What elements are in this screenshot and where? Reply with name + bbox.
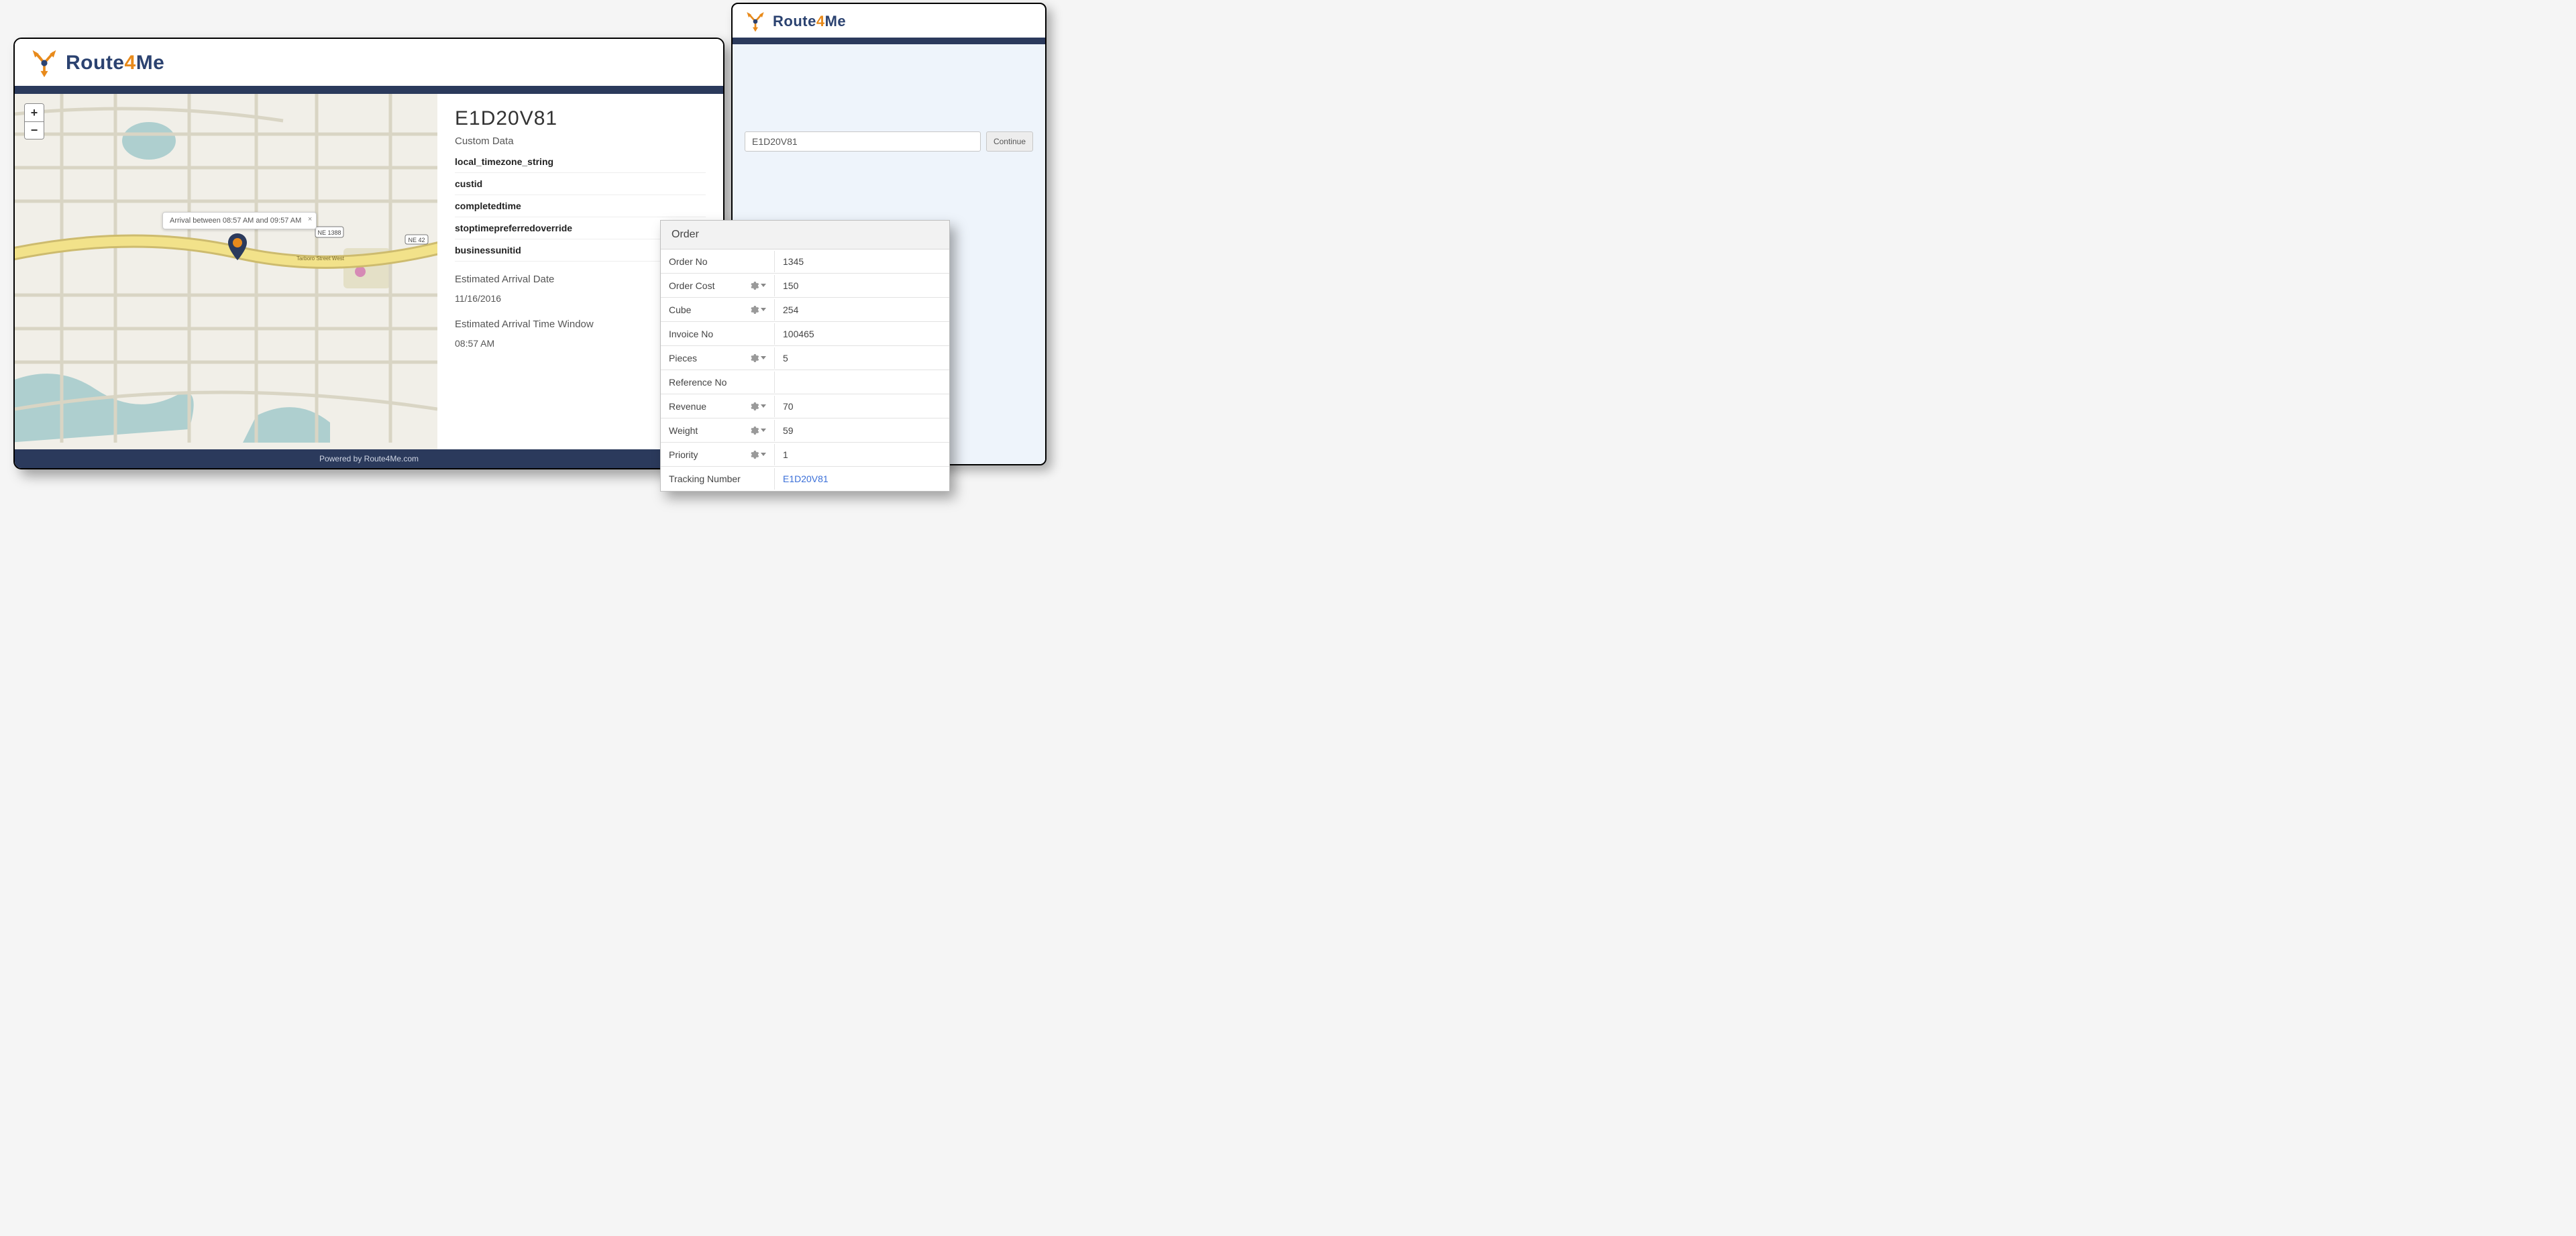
order-panel: Order Order No1345Order Cost150Cube254In…: [660, 220, 950, 492]
order-field-label: Order Cost: [661, 275, 775, 296]
order-row: Revenue70: [661, 394, 949, 418]
chevron-down-icon: [761, 356, 766, 359]
header-divider: [15, 86, 723, 94]
gear-icon[interactable]: [749, 425, 759, 436]
gear-dropdown[interactable]: [749, 280, 766, 291]
svg-text:NE 42: NE 42: [408, 237, 425, 243]
order-field-value: 70: [775, 396, 949, 417]
arrival-tooltip: Arrival between 08:57 AM and 09:57 AM ×: [162, 212, 317, 229]
tooltip-close-icon[interactable]: ×: [308, 215, 312, 223]
order-field-value: 5: [775, 347, 949, 369]
order-field-value: 150: [775, 275, 949, 296]
svg-text:NE 1388: NE 1388: [317, 229, 341, 236]
footer-bar: Powered by Route4Me.com: [15, 449, 723, 468]
gear-dropdown[interactable]: [749, 425, 766, 436]
secondary-divider: [733, 38, 1045, 44]
brand-logo: Route4Me: [30, 48, 164, 78]
gear-icon[interactable]: [749, 401, 759, 412]
zoom-controls: + −: [24, 103, 44, 139]
brand-text: Route4Me: [66, 52, 164, 74]
custom-data-label: Custom Data: [455, 135, 706, 147]
order-row: Weight59: [661, 418, 949, 443]
order-row: Pieces5: [661, 346, 949, 370]
order-row: Reference No: [661, 370, 949, 394]
order-row: Order No1345: [661, 249, 949, 274]
order-id-heading: E1D20V81: [455, 107, 706, 130]
order-field-value: 59: [775, 420, 949, 441]
order-field-value: 1345: [775, 251, 949, 272]
gear-icon[interactable]: [749, 353, 759, 363]
order-field-label: Order No: [661, 251, 775, 272]
chevron-down-icon: [761, 453, 766, 456]
order-field-value: 100465: [775, 323, 949, 345]
zoom-out-button[interactable]: −: [25, 121, 44, 139]
gear-dropdown[interactable]: [749, 353, 766, 363]
gear-dropdown[interactable]: [749, 304, 766, 315]
order-field-value[interactable]: E1D20V81: [775, 468, 949, 490]
order-field-label: Cube: [661, 299, 775, 321]
chevron-down-icon: [761, 429, 766, 432]
order-field-label: Tracking Number: [661, 468, 775, 490]
order-field-label: Priority: [661, 444, 775, 465]
map-marker-icon[interactable]: [228, 233, 247, 260]
order-panel-title: Order: [661, 221, 949, 249]
custom-field: completedtime: [455, 195, 706, 217]
secondary-header: Route4Me: [733, 4, 1045, 38]
gear-dropdown[interactable]: [749, 401, 766, 412]
order-field-label: Pieces: [661, 347, 775, 369]
order-field-value: 254: [775, 299, 949, 321]
tracking-window: Route4Me: [13, 38, 724, 469]
order-field-value: 1: [775, 444, 949, 465]
map-panel[interactable]: NE 1388 NE 42 Tarboro Street West + − Ar…: [15, 94, 437, 449]
gear-dropdown[interactable]: [749, 449, 766, 460]
chevron-down-icon: [761, 308, 766, 311]
footer-text: Powered by Route4Me.com: [319, 454, 419, 463]
order-row: Tracking NumberE1D20V81: [661, 467, 949, 491]
gear-icon[interactable]: [749, 280, 759, 291]
custom-field: custid: [455, 173, 706, 195]
gear-icon[interactable]: [749, 449, 759, 460]
tooltip-text: Arrival between 08:57 AM and 09:57 AM: [170, 217, 301, 225]
tracking-input[interactable]: [745, 131, 981, 152]
custom-field: local_timezone_string: [455, 151, 706, 173]
order-field-label: Reference No: [661, 372, 775, 393]
gear-icon[interactable]: [749, 304, 759, 315]
chevron-down-icon: [761, 404, 766, 408]
order-row: Cube254: [661, 298, 949, 322]
order-field-value: [775, 377, 949, 388]
route4me-icon: [745, 11, 766, 32]
route4me-icon: [30, 48, 59, 78]
order-row: Priority1: [661, 443, 949, 467]
order-field-label: Revenue: [661, 396, 775, 417]
order-row: Invoice No100465: [661, 322, 949, 346]
chevron-down-icon: [761, 284, 766, 287]
zoom-in-button[interactable]: +: [25, 104, 44, 121]
main-header: Route4Me: [15, 39, 723, 86]
order-field-label: Invoice No: [661, 323, 775, 345]
order-row: Order Cost150: [661, 274, 949, 298]
map-canvas: NE 1388 NE 42 Tarboro Street West: [15, 94, 437, 443]
brand-text: Route4Me: [773, 13, 846, 30]
svg-text:Tarboro Street West: Tarboro Street West: [297, 256, 345, 262]
order-field-label: Weight: [661, 420, 775, 441]
continue-button[interactable]: Continue: [986, 131, 1033, 152]
